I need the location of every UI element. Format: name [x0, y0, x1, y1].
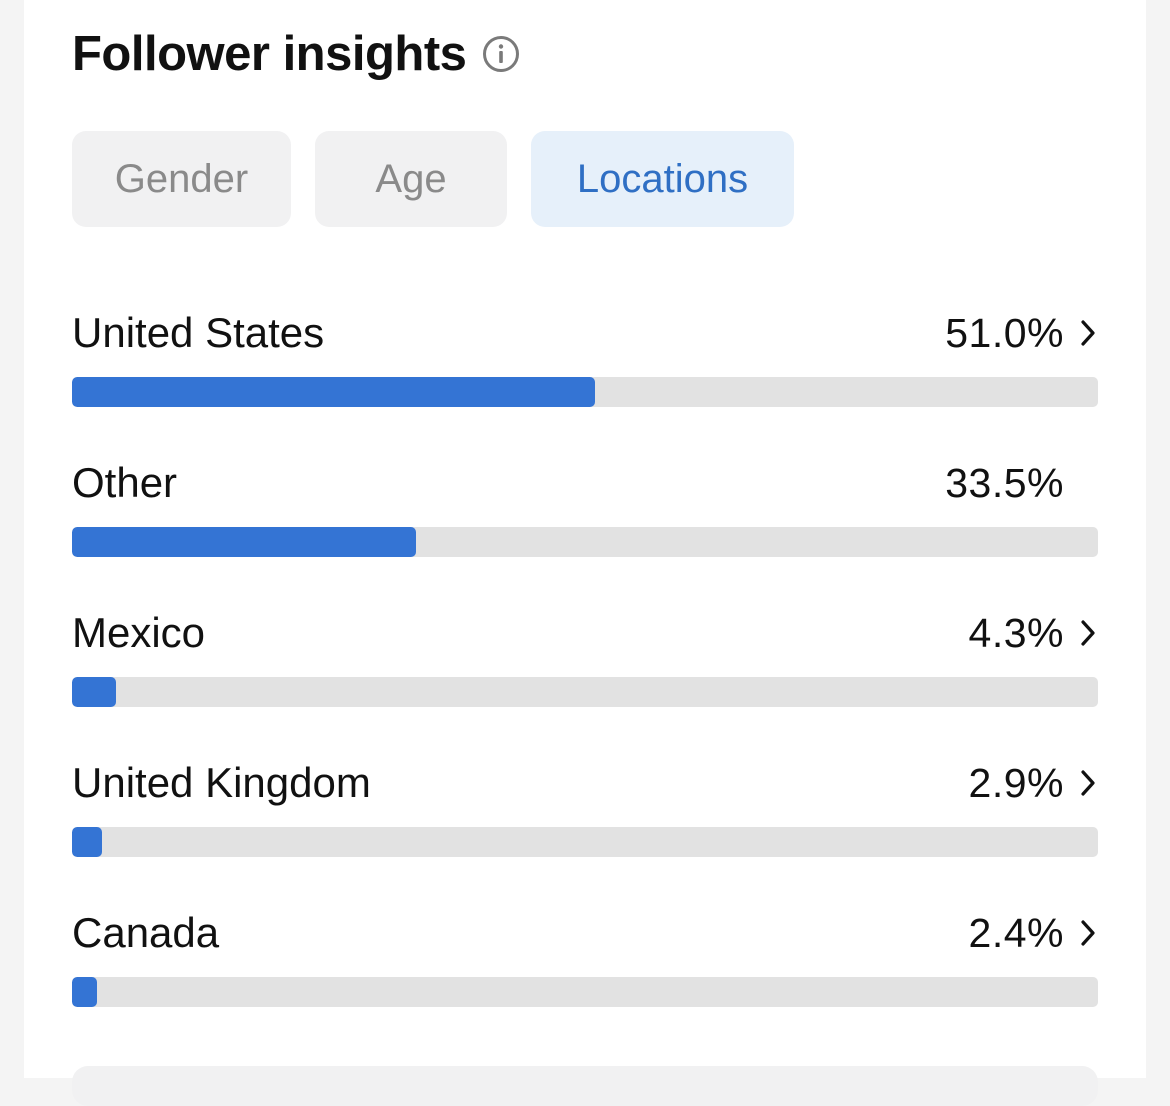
location-percent: 4.3% [968, 609, 1064, 656]
locations-list: United States 51.0% Other 33.5% [72, 300, 1098, 1050]
tab-age-label: Age [375, 156, 447, 201]
tab-gender-label: Gender [114, 156, 249, 201]
location-percent: 2.4% [968, 909, 1064, 956]
progress-fill [72, 977, 97, 1007]
location-name: United States [72, 309, 325, 356]
chevron-right-icon[interactable] [1064, 760, 1098, 806]
progress-track [72, 827, 1098, 857]
tab-locations-label: Locations [576, 156, 749, 201]
progress-track [72, 977, 1098, 1007]
location-percent: 2.9% [968, 759, 1064, 806]
chevron-right-icon[interactable] [1064, 610, 1098, 656]
location-row: Other 33.5% [72, 450, 1098, 600]
section-title: Follower insights [72, 27, 467, 81]
location-percent: 51.0% [945, 309, 1064, 356]
chevron-right-icon[interactable] [1064, 310, 1098, 356]
progress-fill [72, 677, 117, 707]
location-name: United Kingdom [72, 759, 371, 806]
progress-track [72, 527, 1098, 557]
location-row[interactable]: United Kingdom 2.9% [72, 750, 1098, 900]
tab-locations[interactable]: Locations [531, 131, 794, 227]
next-section-stub [72, 1066, 1098, 1106]
progress-track [72, 377, 1098, 407]
progress-fill [72, 377, 596, 407]
location-row[interactable]: Canada 2.4% [72, 900, 1098, 1050]
location-row[interactable]: Mexico 4.3% [72, 600, 1098, 750]
location-name: Mexico [72, 609, 206, 656]
info-icon[interactable] [482, 35, 520, 73]
follower-insights-card: Follower insights Gender Age Locations U… [24, 0, 1146, 1106]
progress-track [72, 677, 1098, 707]
chevron-right-icon[interactable] [1064, 910, 1098, 956]
tab-age[interactable]: Age [315, 131, 507, 227]
location-name: Other [72, 459, 178, 506]
progress-fill [72, 527, 416, 557]
tab-gender[interactable]: Gender [72, 131, 291, 227]
location-row[interactable]: United States 51.0% [72, 300, 1098, 450]
section-header: Follower insights [72, 26, 520, 82]
location-name: Canada [72, 909, 220, 956]
location-percent: 33.5% [945, 459, 1064, 506]
progress-fill [72, 827, 102, 857]
insight-tabs: Gender Age Locations [72, 131, 794, 227]
